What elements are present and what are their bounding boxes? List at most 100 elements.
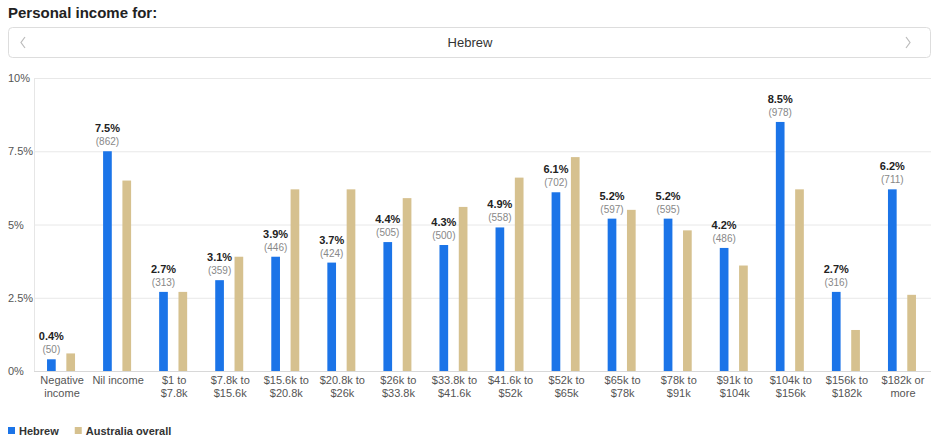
y-tick: 7.5% [8, 145, 931, 157]
selector: Hebrew [9, 28, 931, 58]
x-tick: $1 to$7.8k [161, 374, 188, 399]
bar [851, 330, 860, 371]
x-tick: $156k to$182k [826, 374, 868, 399]
count-label: (862) [96, 136, 119, 147]
count-label: (50) [42, 344, 60, 355]
bar [159, 292, 168, 371]
x-tick: $7.8k to$15.6k [211, 374, 250, 399]
x-tick: $15.6k to$20.8k [264, 374, 309, 399]
bar [496, 227, 505, 371]
y-axis: 0% 2.5% 5% 7.5% 10% [8, 72, 931, 377]
bar [291, 189, 300, 371]
selector-prev[interactable] [21, 37, 25, 48]
x-tick: Nil income [92, 374, 143, 386]
bar [795, 189, 804, 371]
x-tick-label: $33.8k to$41.6k [432, 374, 477, 399]
x-tick: $104k to$156k [770, 374, 812, 399]
count-label: (313) [152, 277, 175, 288]
y-tick-label: 10% [8, 72, 30, 84]
legend-label: Hebrew [19, 425, 59, 437]
count-label: (702) [544, 177, 567, 188]
selector-next[interactable] [906, 37, 910, 48]
data-label: 6.2% [880, 160, 905, 172]
bar [383, 242, 392, 371]
count-label: (316) [825, 277, 848, 288]
y-tick: 10% [8, 72, 931, 84]
grid-line [34, 78, 931, 79]
legend: Hebrew Australia overall [8, 425, 171, 437]
data-label: 7.5% [95, 122, 120, 134]
legend-swatch [75, 427, 82, 434]
data-labels: 0.4% (50) 7.5% (862) 2.7% (313) 3.1% (359) 3.9% (… [39, 93, 905, 355]
x-tick-label: $91k to$104k [717, 374, 753, 399]
x-tick-label: Nil income [92, 374, 143, 386]
y-tick-label: 0% [8, 365, 24, 377]
bar [907, 295, 916, 371]
legend-swatch [8, 427, 15, 434]
count-label: (597) [600, 204, 623, 215]
x-axis: Negativeincome Nil income $1 to$7.8k $7.8k … [40, 374, 924, 399]
x-tick: $182k ormore [882, 374, 925, 399]
x-tick-label: Negativeincome [40, 374, 83, 399]
x-tick-label: $156k to$182k [826, 374, 868, 399]
data-label: 4.2% [712, 219, 737, 231]
x-tick-label: $26k to$33.8k [380, 374, 416, 399]
x-tick: $91k to$104k [717, 374, 753, 399]
y-tick-label: 2.5% [8, 292, 33, 304]
x-tick-label: $104k to$156k [770, 374, 812, 399]
data-label: 2.7% [151, 263, 176, 275]
bar [347, 189, 356, 371]
bar [122, 181, 131, 371]
x-tick: $20.8k to$26k [320, 374, 365, 399]
x-tick-label: $65k to$78k [605, 374, 641, 399]
data-label: 3.9% [263, 228, 288, 240]
x-tick: $41.6k to$52k [488, 374, 533, 399]
count-label: (486) [712, 233, 735, 244]
count-label: (359) [208, 265, 231, 276]
bar [683, 230, 692, 371]
bar [327, 263, 336, 371]
data-label: 0.4% [39, 330, 64, 342]
bar [552, 192, 561, 371]
data-label: 4.9% [487, 198, 512, 210]
legend-label: Australia overall [86, 425, 172, 437]
bar-series [66, 157, 916, 371]
bar [459, 207, 468, 371]
bar [403, 198, 412, 371]
bar [608, 219, 617, 371]
grid-line [34, 151, 931, 152]
selector-box [9, 28, 931, 58]
data-label: 5.2% [656, 190, 681, 202]
x-tick-label: $41.6k to$52k [488, 374, 533, 399]
count-label: (558) [488, 212, 511, 223]
data-label: 3.7% [319, 234, 344, 246]
x-tick: Negativeincome [40, 374, 83, 399]
x-tick-label: $20.8k to$26k [320, 374, 365, 399]
bar [103, 151, 112, 371]
title: Personal income for: [8, 4, 157, 21]
bar [515, 178, 524, 371]
bars [47, 122, 916, 371]
x-tick-label: $15.6k to$20.8k [264, 374, 309, 399]
data-label: 8.5% [768, 93, 793, 105]
bar [664, 219, 673, 371]
y-tick: 5% [8, 219, 931, 231]
chart: Personal income for: Hebrew 0% 2.5% 5% 7.5% 10… [0, 0, 940, 448]
y-tick-label: 7.5% [8, 145, 33, 157]
bar [235, 257, 244, 371]
count-label: (424) [320, 248, 343, 259]
bar [720, 248, 729, 371]
count-label: (595) [656, 204, 679, 215]
x-tick: $52k to$65k [549, 374, 585, 399]
y-tick: 2.5% [8, 292, 931, 304]
x-tick-label: $1 to$7.8k [161, 374, 188, 399]
data-label: 4.4% [375, 213, 400, 225]
x-tick-label: $7.8k to$15.6k [211, 374, 250, 399]
data-label: 3.1% [207, 251, 232, 263]
bar [739, 266, 748, 371]
x-tick-label: $78k to$91k [661, 374, 697, 399]
bar [215, 280, 224, 371]
x-tick: $33.8k to$41.6k [432, 374, 477, 399]
data-label: 4.3% [431, 216, 456, 228]
count-label: (446) [264, 242, 287, 253]
